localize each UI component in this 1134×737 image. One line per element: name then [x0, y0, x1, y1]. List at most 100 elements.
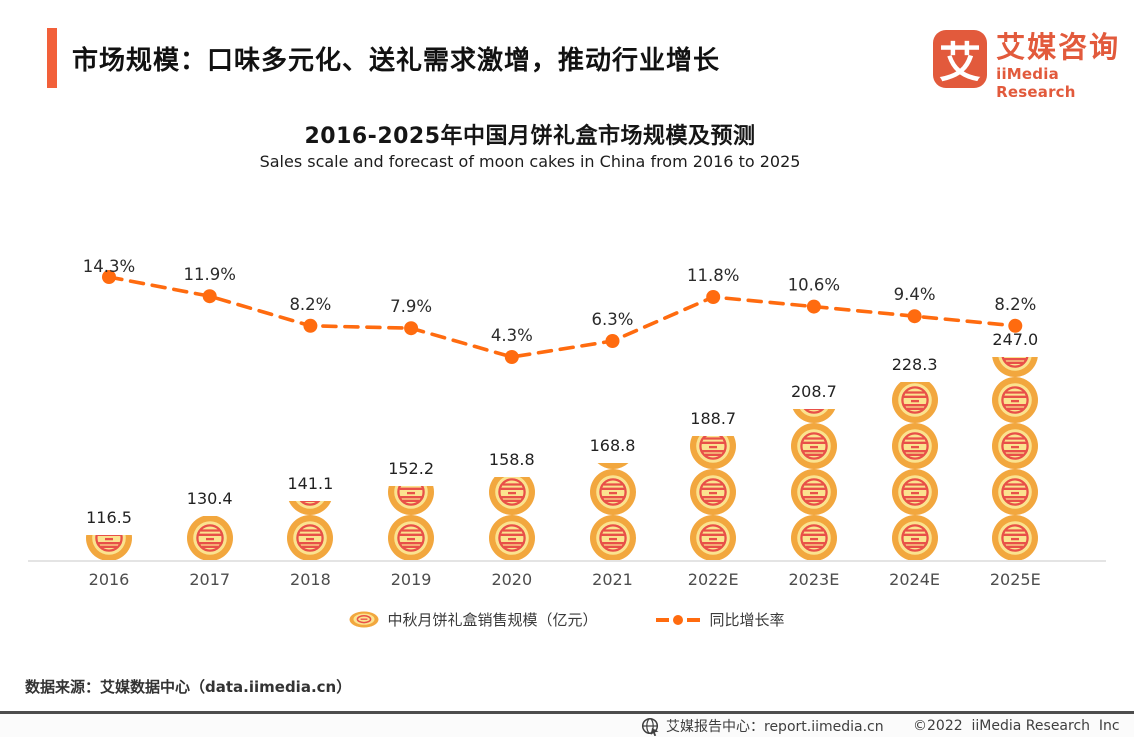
report-center-note: 艾媒报告中心：report.iimedia.cn [641, 716, 884, 736]
growth-rate-label-2024E: 9.4% [894, 285, 936, 304]
mooncake-icon [86, 534, 132, 561]
chart-subtitle: Sales scale and forecast of moon cakes i… [259, 152, 801, 171]
x-axis-label-2025E: 2025E [989, 570, 1041, 589]
logo-name-cn: 艾媒咨询 [996, 30, 1121, 64]
growth-rate-point-2019 [404, 321, 419, 336]
legend-item-sales: 中秋月饼礼盒销售规模（亿元） [349, 609, 598, 630]
mooncake-bar-2020 [488, 477, 535, 561]
growth-rate-label-2017: 11.9% [183, 265, 235, 284]
report-center-text: 艾媒报告中心：report.iimedia.cn [666, 719, 884, 735]
mooncake-icon [690, 469, 737, 515]
iimedia-logo-icon: 艾 [933, 30, 988, 88]
legend-item-growth: 同比增长率 [654, 609, 785, 630]
logo-wordmark: 艾媒咨询 iiMedia Research [996, 30, 1134, 101]
mooncake-icon [589, 469, 636, 515]
footer-divider [0, 711, 1134, 714]
x-axis-label-2022E: 2022E [687, 570, 739, 589]
mooncake-icon [790, 515, 837, 561]
x-axis-label-2017: 2017 [189, 570, 231, 589]
growth-rate-point-2021 [605, 334, 620, 348]
growth-rate-label-2021: 6.3% [592, 310, 634, 329]
chart-title: 2016-2025年中国月饼礼盒市场规模及预测 [304, 124, 756, 149]
mooncake-icon [790, 423, 837, 469]
mooncake-icon [891, 382, 938, 423]
mooncake-bar-2021 [589, 463, 636, 561]
mooncake-bar-2023E [790, 409, 837, 561]
legend-label-sales: 中秋月饼礼盒销售规模（亿元） [387, 611, 598, 629]
mooncake-icon [992, 357, 1039, 377]
growth-line-legend-icon [655, 614, 700, 625]
growth-rate-label-2016: 14.3% [83, 257, 135, 276]
x-axis-label-2019: 2019 [390, 570, 432, 589]
mooncake-bar-2022E [690, 436, 737, 561]
globe-cursor-icon [641, 717, 659, 736]
x-axis-label-2016: 2016 [88, 570, 130, 589]
x-axis-label-2021: 2021 [592, 570, 633, 589]
growth-rate-point-2024E [907, 309, 922, 324]
bar-value-label-2022E: 188.7 [690, 409, 737, 429]
growth-rate-point-2018 [303, 318, 318, 333]
x-axis-label-2023E: 2023E [788, 570, 840, 589]
title-accent-bar [47, 28, 57, 88]
growth-rate-label-2025E: 8.2% [994, 295, 1036, 314]
mooncake-icon [589, 515, 636, 561]
bar-value-label-2019: 152.2 [388, 458, 434, 478]
mooncake-bar-2016 [86, 534, 132, 562]
x-axis-label-2020: 2020 [491, 570, 533, 589]
chart-plot-area: 116.5 130.4 [50, 230, 1086, 561]
growth-rate-label-2023E: 10.6% [788, 276, 840, 295]
mooncake-icon [488, 477, 535, 515]
mooncake-icon [186, 515, 233, 561]
bar-value-label-2017: 130.4 [186, 488, 233, 508]
page-title: 市场规模：口味多元化、送礼需求激增，推动行业增长 [72, 46, 721, 76]
mooncake-icon [792, 409, 836, 423]
mooncake-icon [992, 377, 1039, 423]
bar-value-label-2016: 116.5 [86, 507, 132, 527]
mooncake-icon [891, 469, 938, 515]
mooncake-icon [992, 515, 1039, 561]
bar-value-label-2025E: 247.0 [992, 330, 1039, 349]
data-source-note: 数据来源：艾媒数据中心（data.iimedia.cn） [25, 678, 352, 696]
mooncake-bar-2017 [186, 515, 233, 561]
copyright-text: ©2022 iiMedia Research Inc [913, 718, 1120, 734]
bar-value-label-2023E: 208.7 [790, 382, 837, 402]
growth-rate-point-2016 [102, 270, 116, 284]
growth-rate-label-2022E: 11.8% [687, 266, 739, 285]
logo-name-en: iiMedia Research [996, 64, 1076, 101]
mooncake-bar-2024E [891, 382, 938, 561]
mooncake-icon [891, 423, 938, 469]
mooncake-icon [289, 501, 332, 515]
chart-legend: 中秋月饼礼盒销售规模（亿元） 同比增长率 [0, 609, 1134, 630]
mooncake-icon [690, 515, 737, 561]
mooncake-icon [992, 469, 1039, 515]
mooncake-icon [388, 485, 435, 515]
mooncake-bar-2019 [388, 485, 435, 561]
growth-rate-label-2018: 8.2% [289, 295, 331, 314]
mooncake-icon [388, 515, 435, 561]
mooncake-icon [690, 436, 737, 469]
legend-label-growth: 同比增长率 [709, 611, 785, 629]
mooncake-icon [488, 515, 535, 561]
mooncake-icon [992, 423, 1039, 469]
growth-rate-label-2020: 4.3% [491, 326, 533, 345]
growth-rate-label-2019: 7.9% [390, 297, 432, 316]
x-axis-label-2024E: 2024E [889, 570, 940, 589]
bar-value-label-2024E: 228.3 [891, 355, 938, 375]
bar-value-label-2021: 168.8 [589, 436, 636, 456]
mooncake-icon [891, 515, 938, 561]
mooncake-icon [790, 469, 837, 515]
x-axis-line [28, 560, 1106, 562]
mooncake-bar-2018 [287, 501, 334, 561]
mooncake-legend-icon [349, 611, 379, 628]
growth-rate-point-2022E [706, 290, 721, 304]
growth-rate-point-2017 [202, 289, 217, 304]
bar-value-label-2020: 158.8 [488, 450, 535, 469]
growth-rate-point-2023E [806, 299, 821, 314]
growth-rate-point-2020 [504, 350, 519, 364]
mooncake-icon [597, 463, 628, 469]
mooncake-icon [287, 515, 334, 561]
x-axis-label-2018: 2018 [290, 570, 331, 589]
footer-strip [0, 714, 1134, 737]
iimedia-logo: 艾 艾媒咨询 iiMedia Research [933, 30, 1134, 101]
